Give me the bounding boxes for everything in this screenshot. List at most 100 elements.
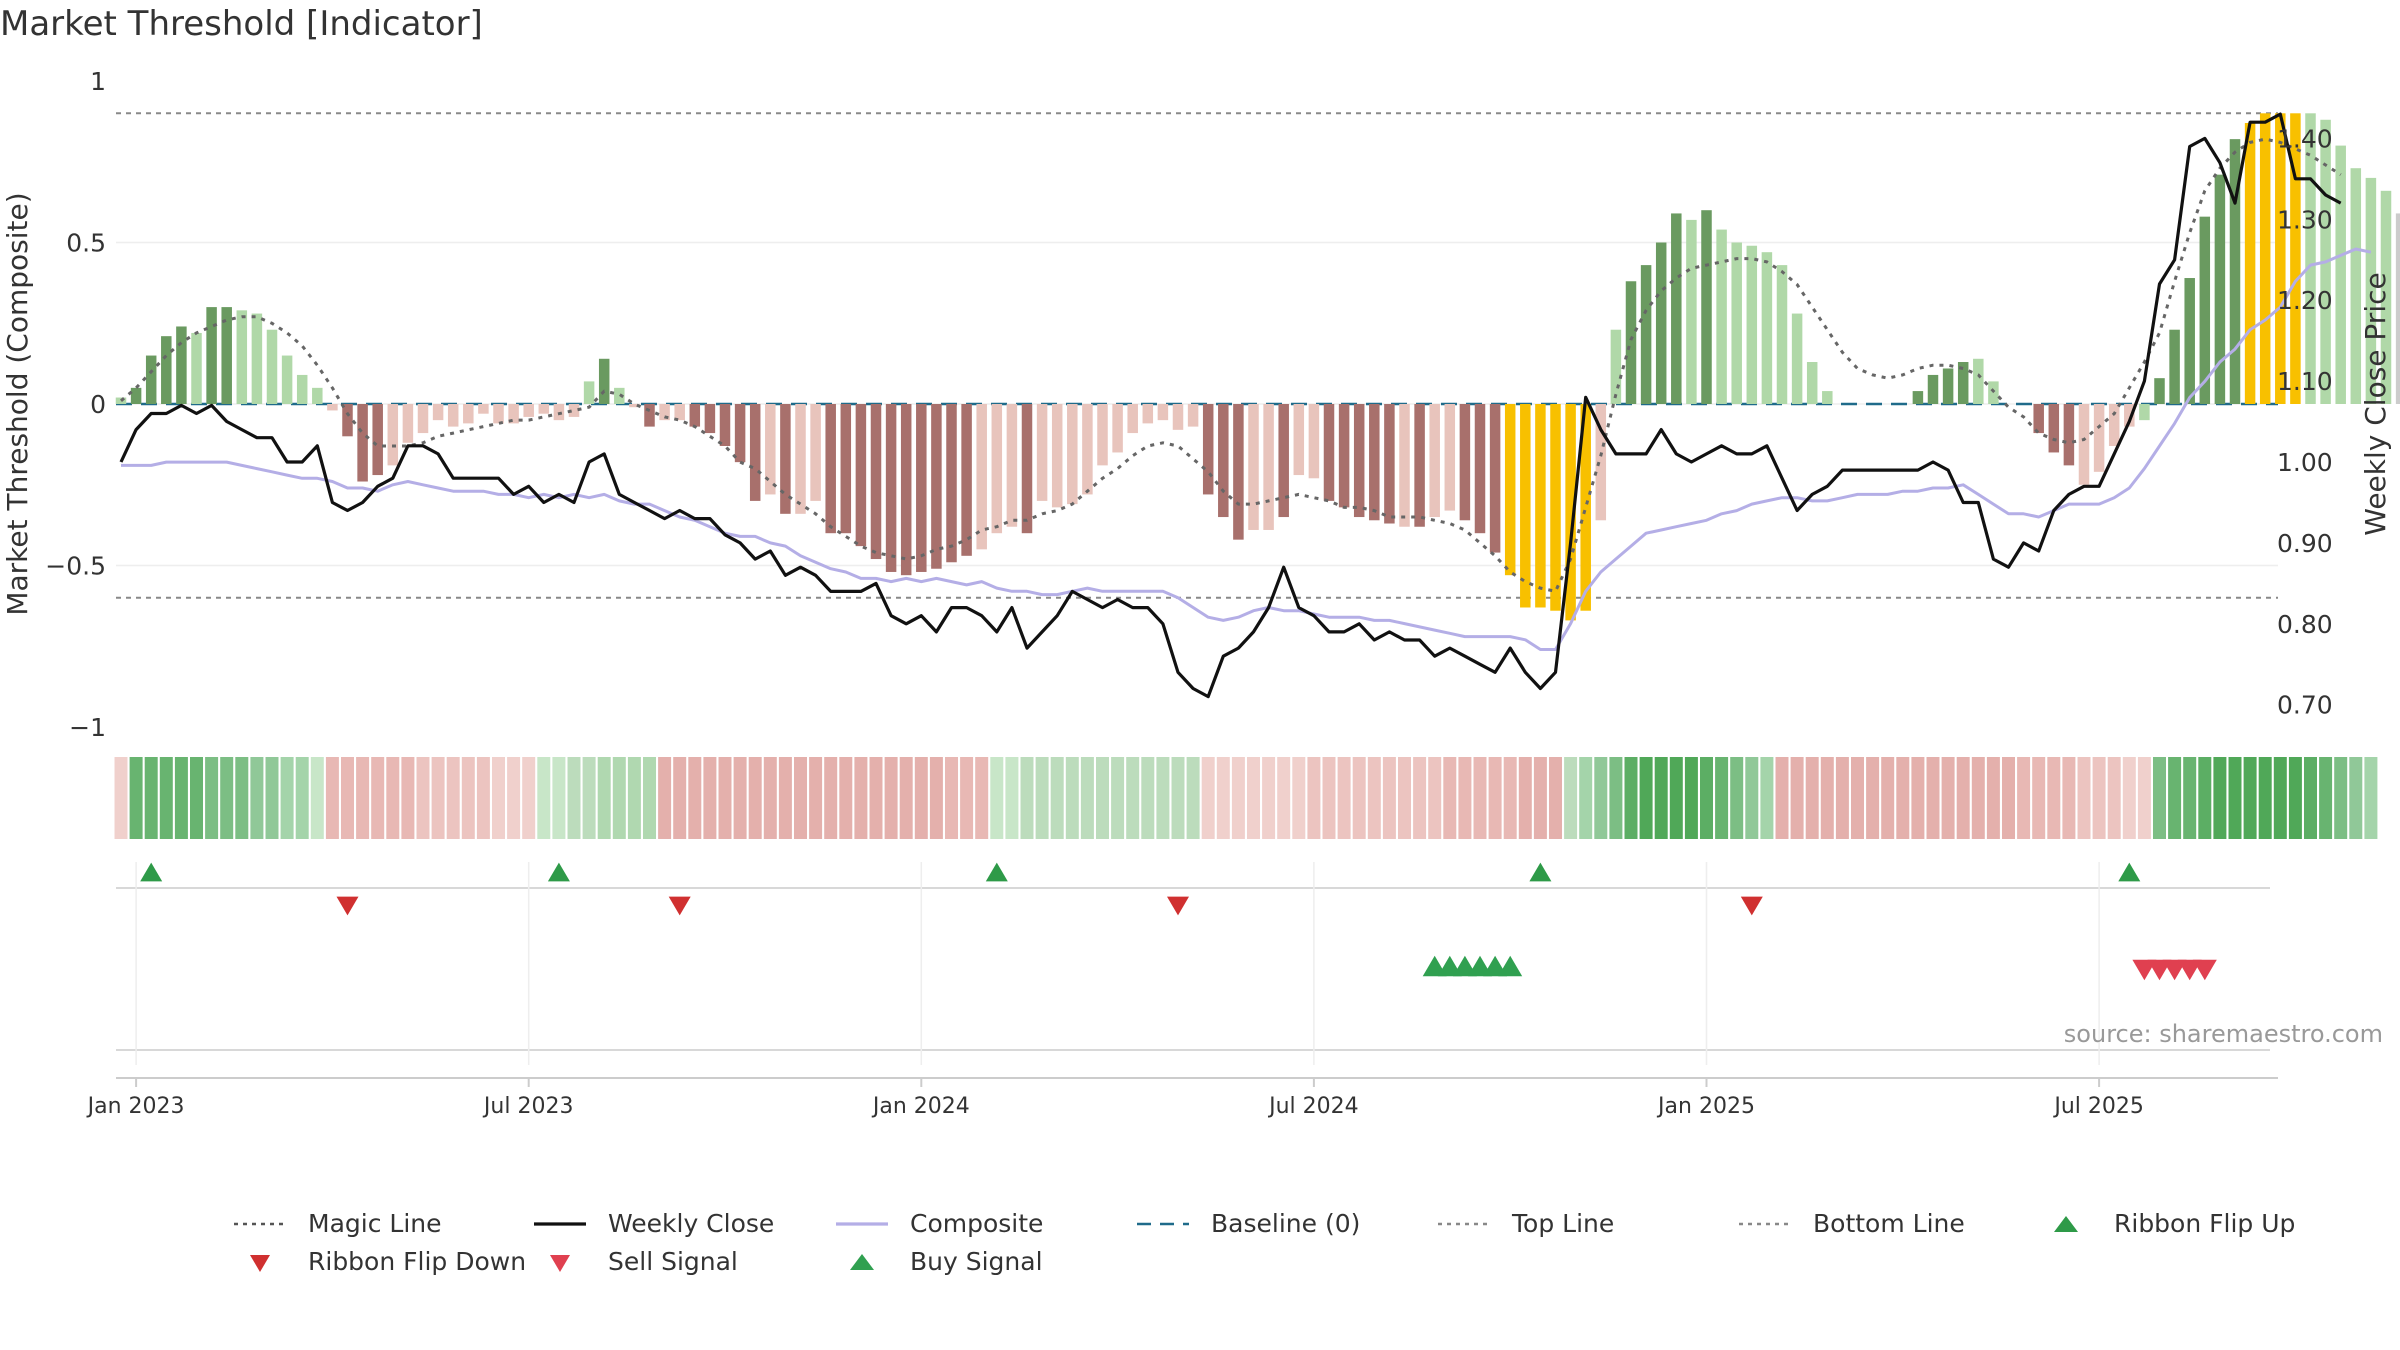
x-tick-label: Jan 2023	[86, 1094, 185, 1119]
composite-bar	[1927, 374, 1939, 404]
ribbon-cell	[2258, 757, 2272, 839]
composite-bar	[946, 404, 957, 563]
composite-bar	[976, 404, 987, 550]
composite-bar	[296, 374, 308, 404]
composite-bar	[1655, 242, 1667, 404]
composite-bar	[1459, 404, 1471, 521]
composite-bar	[463, 404, 474, 424]
buy-signal-marker	[1452, 955, 1477, 977]
buy-signal-marker	[1437, 955, 1462, 977]
ribbon-cell	[2153, 757, 2166, 839]
ribbon-cell	[2032, 757, 2046, 839]
legend-label: Top Line	[1512, 1209, 1615, 1238]
composite-bar	[870, 404, 882, 560]
composite-bar	[931, 404, 942, 569]
legend-item-ribbon-flip-up: Ribbon Flip Up	[2054, 1209, 2295, 1238]
ribbon-cell	[1065, 757, 1079, 839]
composite-bar	[402, 404, 414, 443]
composite-bar	[1112, 404, 1123, 453]
composite-bar	[568, 404, 580, 417]
composite-bar	[719, 404, 731, 446]
composite-bar	[674, 404, 685, 421]
y2-tick-label: 0.70	[2277, 691, 2333, 720]
y2-tick-label: 1.10	[2277, 367, 2333, 396]
composite-bar	[583, 381, 595, 404]
ribbon-cell	[2273, 757, 2287, 839]
composite-bar	[1489, 404, 1501, 553]
ribbon-cell	[1428, 757, 1442, 839]
composite-bar	[2033, 404, 2044, 434]
legend-label: Baseline (0)	[1211, 1209, 1361, 1238]
composite-bar	[825, 404, 836, 534]
composite-bar	[1716, 229, 1727, 404]
ribbon-cell	[1413, 757, 1427, 839]
ribbon-cell	[1956, 757, 1970, 839]
ribbon-cell	[552, 757, 566, 839]
ribbon-cell	[1262, 757, 1276, 839]
sell-signal-marker	[2132, 959, 2157, 981]
legend-swatch	[1739, 1222, 1791, 1226]
ribbon-cell	[461, 757, 475, 839]
ribbon-cell	[159, 757, 173, 839]
reference-lines	[116, 112, 2278, 599]
composite-bar	[1399, 404, 1410, 527]
y2-tick-label: 1.30	[2277, 205, 2333, 234]
legend-item-ribbon-flip-down: Ribbon Flip Down	[250, 1247, 526, 1276]
composite-bar	[372, 404, 383, 476]
ribbon-cell	[733, 757, 747, 839]
composite-bar	[342, 404, 353, 437]
ribbon-flip-up-marker	[140, 862, 163, 882]
ribbon-cell	[1458, 757, 1472, 839]
composite-bar	[478, 404, 489, 414]
x-tick-label: Jan 2024	[871, 1094, 970, 1119]
composite-bar	[1701, 210, 1712, 404]
composite-bar	[1172, 404, 1184, 430]
composite-bar	[1067, 404, 1078, 505]
composite-bar	[1746, 245, 1758, 404]
y2-tick-label: 0.90	[2277, 529, 2333, 558]
composite-bar	[1973, 358, 1984, 404]
y-axis-label-left: Market Threshold (Composite)	[1, 192, 34, 615]
ribbon-cell	[1231, 757, 1245, 839]
ribbon-cell	[1050, 757, 1064, 839]
composite-bar	[2184, 278, 2195, 404]
ribbon-cell	[2168, 757, 2182, 839]
composite-bar	[2199, 216, 2211, 404]
legend-label: Weekly Close	[608, 1209, 775, 1238]
ribbon-flip-down-marker	[1740, 896, 1763, 916]
y-tick-label: 0.5	[66, 229, 106, 258]
composite-bar	[1625, 281, 1637, 404]
ribbon-cell	[2137, 757, 2151, 839]
ribbon-cell	[371, 757, 385, 839]
legend-label: Magic Line	[308, 1209, 442, 1238]
composite-bar	[523, 404, 534, 417]
composite-bar	[780, 404, 791, 514]
ribbon-cell	[1398, 757, 1411, 839]
ribbon-cell	[1594, 757, 1608, 839]
ribbon-cell	[1669, 757, 1683, 839]
ribbon-cell	[2198, 757, 2212, 839]
ribbon-cell	[703, 757, 717, 839]
ribbon-cell	[1367, 757, 1381, 839]
composite-bar	[1580, 404, 1591, 611]
legend-swatch-mark	[550, 1255, 570, 1272]
legend-swatch-mark	[250, 1255, 270, 1272]
ribbon-cell	[1790, 757, 1804, 839]
composite-bar	[1036, 404, 1048, 501]
composite-bar	[417, 404, 429, 434]
ribbon-cell	[1247, 757, 1260, 839]
ribbon-cell	[537, 757, 551, 839]
ribbon-cell	[522, 757, 536, 839]
composite-bar	[387, 404, 399, 466]
ribbon-cell	[295, 757, 309, 839]
y-tick-label: 0	[90, 390, 106, 419]
composite-bar	[553, 404, 565, 421]
ribbon-cell	[1715, 757, 1729, 839]
buy-signal-marker	[1422, 955, 1447, 977]
ribbon-cell	[1307, 757, 1321, 839]
composite-bar	[508, 404, 519, 424]
ribbon-cell	[1443, 757, 1457, 839]
ribbon-cell	[2334, 757, 2348, 839]
composite-bar	[1942, 368, 1954, 404]
composite-bar	[1761, 252, 1773, 404]
